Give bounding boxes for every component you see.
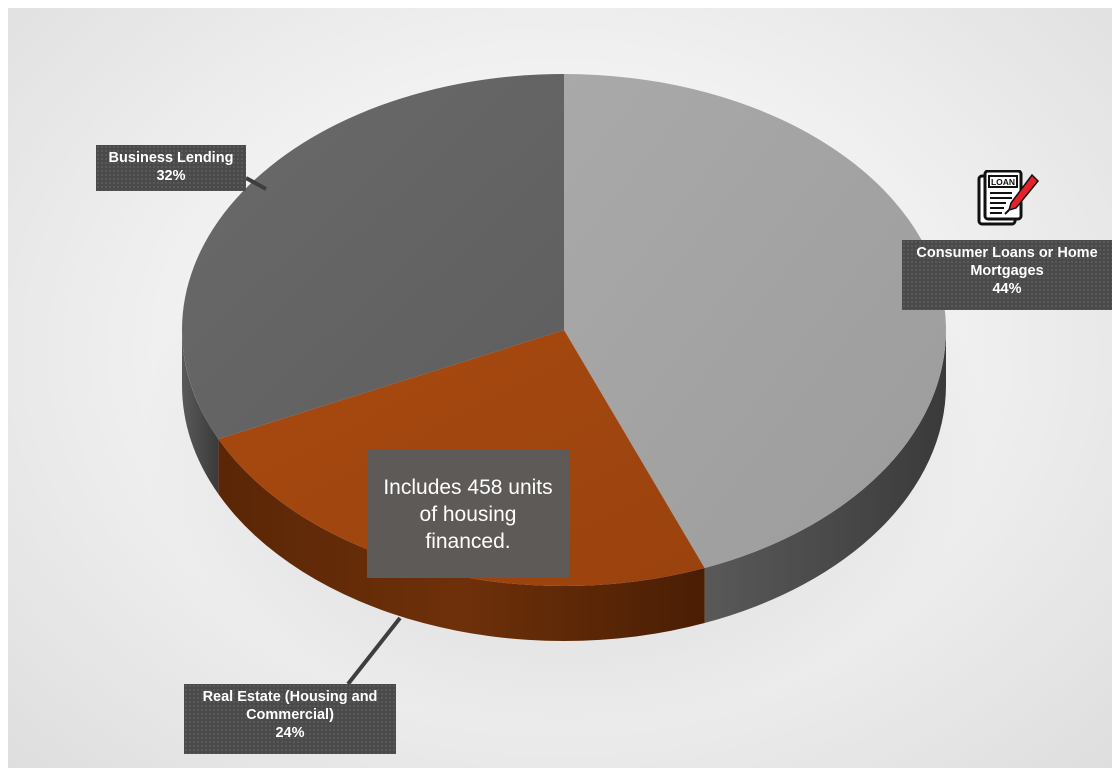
pie-side-business-lending: [182, 330, 219, 494]
data-label-realestate-line2: Commercial): [246, 707, 334, 723]
data-label-realestate-line1: Real Estate (Housing and: [202, 689, 378, 705]
pie-chart: [144, 74, 984, 728]
pie-side-consumer-loans: [704, 330, 946, 624]
pie-side-real-estate: [218, 439, 705, 641]
loan-document-icon: LOAN: [976, 169, 1040, 237]
pie-slice-consumer-loans: [564, 74, 946, 569]
data-label-business-percent: 32%: [156, 168, 186, 184]
leader-line-real-estate: [346, 616, 402, 686]
data-label-realestate-percent: 24%: [275, 725, 305, 741]
data-label-business-lending: Business Lending 32%: [96, 145, 246, 191]
annotation-box: Includes 458 units of housing financed.: [367, 450, 569, 578]
annotation-text: Includes 458 units of housing financed.: [383, 475, 553, 553]
data-label-consumer-loans: Consumer Loans or Home Mortgages 44%: [902, 240, 1112, 310]
data-label-consumer-line2: Mortgages: [970, 263, 1044, 279]
chart-area: LOAN Consumer Loans or Home Mortgages 44…: [8, 8, 1112, 768]
pie-slice-business-lending: [182, 74, 564, 439]
data-label-consumer-percent: 44%: [992, 281, 1022, 297]
data-label-business-line1: Business Lending: [108, 150, 234, 166]
leader-line-business: [245, 176, 267, 191]
loan-icon-text: LOAN: [991, 177, 1015, 187]
data-label-real-estate: Real Estate (Housing and Commercial) 24%: [184, 684, 396, 754]
data-label-consumer-line1: Consumer Loans or Home: [916, 245, 1098, 261]
